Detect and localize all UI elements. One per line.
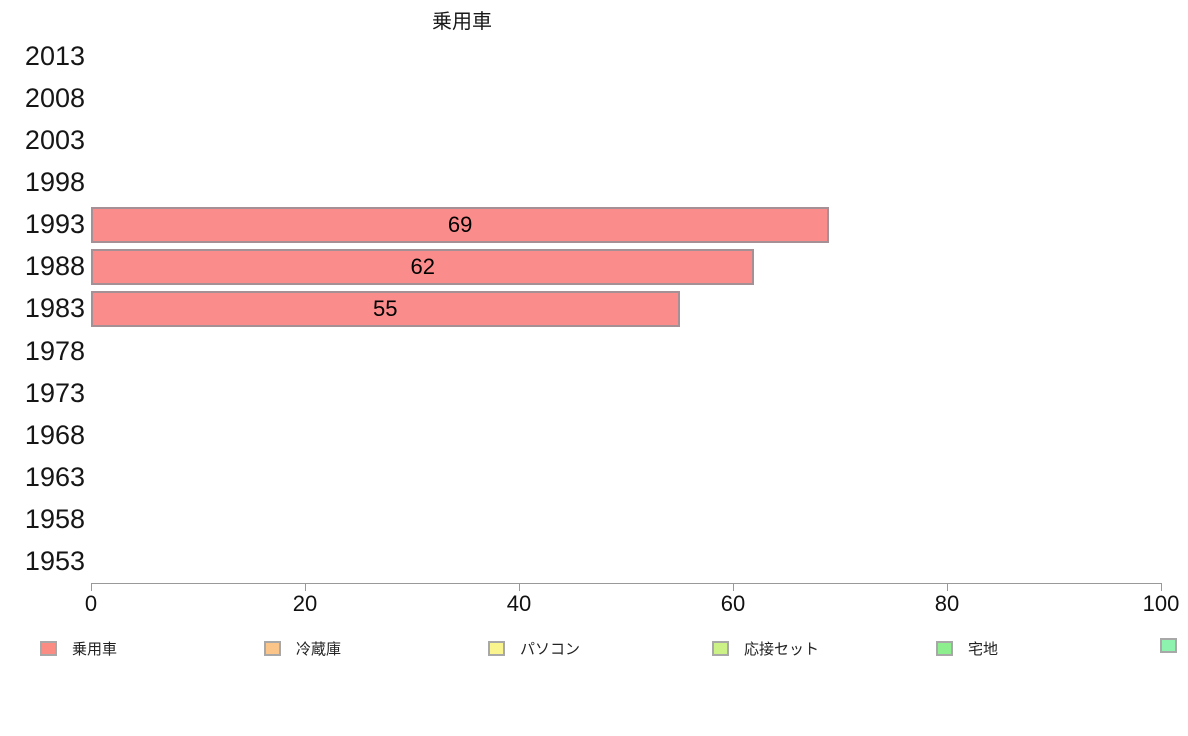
y-axis-label-1963: 1963 (24, 462, 85, 492)
x-axis-tick-80 (947, 583, 948, 591)
x-axis-tick-0 (91, 583, 92, 591)
bar-value-label-1988: 62 (410, 253, 435, 279)
legend-label: 乗用車 (72, 641, 118, 658)
legend-item-乗用車[interactable]: 乗用車 (40, 638, 117, 659)
x-axis-tick-40 (519, 583, 520, 591)
x-axis-tick-label-20: 20 (292, 591, 318, 616)
bar-value-label-1983: 55 (373, 295, 398, 321)
y-axis-label-1978: 1978 (24, 335, 85, 366)
legend-swatch-icon (936, 641, 953, 656)
legend-item-宅地[interactable]: 宅地 (936, 638, 998, 659)
x-axis-tick-label-40: 40 (506, 591, 532, 616)
legend-item-extra-5[interactable] (1160, 638, 1177, 653)
legend-swatch-icon (488, 641, 505, 656)
x-axis-tick-label-0: 0 (84, 591, 98, 616)
legend-swatch-icon (1160, 638, 1177, 653)
legend-swatch-icon (264, 641, 281, 656)
legend-item-パソコン[interactable]: パソコン (488, 638, 580, 659)
y-axis-label-1958: 1958 (24, 504, 85, 535)
legend-label: 宅地 (968, 641, 999, 658)
x-axis-tick-label-80: 80 (934, 591, 960, 616)
bar-1983[interactable]: 55 (91, 290, 680, 327)
legend-item-応接セット[interactable]: 応接セット (712, 638, 819, 659)
chart-title: 乗用車 (432, 11, 492, 33)
y-axis-label-1998: 1998 (24, 166, 85, 197)
legend-item-冷蔵庫[interactable]: 冷蔵庫 (264, 638, 341, 659)
y-axis-label-2003: 2003 (24, 124, 85, 155)
y-axis-label-1973: 1973 (24, 377, 85, 408)
legend-label: パソコン (520, 641, 581, 658)
x-axis-tick-20 (305, 583, 306, 591)
y-axis-label-2013: 2013 (24, 40, 85, 71)
y-axis-label-1983: 1983 (24, 293, 85, 324)
bar-1993[interactable]: 69 (91, 206, 830, 243)
y-axis-label-1953: 1953 (24, 546, 85, 577)
x-axis-tick-label-60: 60 (720, 591, 746, 616)
x-axis-line (91, 583, 1162, 584)
y-axis-label-1988: 1988 (24, 251, 85, 282)
legend-label: 応接セット (744, 641, 820, 658)
bar-1988[interactable]: 62 (91, 248, 755, 285)
x-axis-tick-60 (733, 583, 734, 591)
legend-swatch-icon (40, 641, 57, 656)
y-axis-label-1968: 1968 (24, 419, 85, 450)
y-axis-label-1993: 1993 (24, 209, 85, 240)
x-axis-tick-100 (1161, 583, 1162, 591)
bar-value-label-1993: 69 (447, 211, 473, 237)
legend-label: 冷蔵庫 (296, 641, 342, 658)
y-axis-label-2008: 2008 (24, 82, 85, 113)
legend-swatch-icon (712, 641, 729, 656)
x-axis-tick-label-100: 100 (1142, 591, 1180, 616)
